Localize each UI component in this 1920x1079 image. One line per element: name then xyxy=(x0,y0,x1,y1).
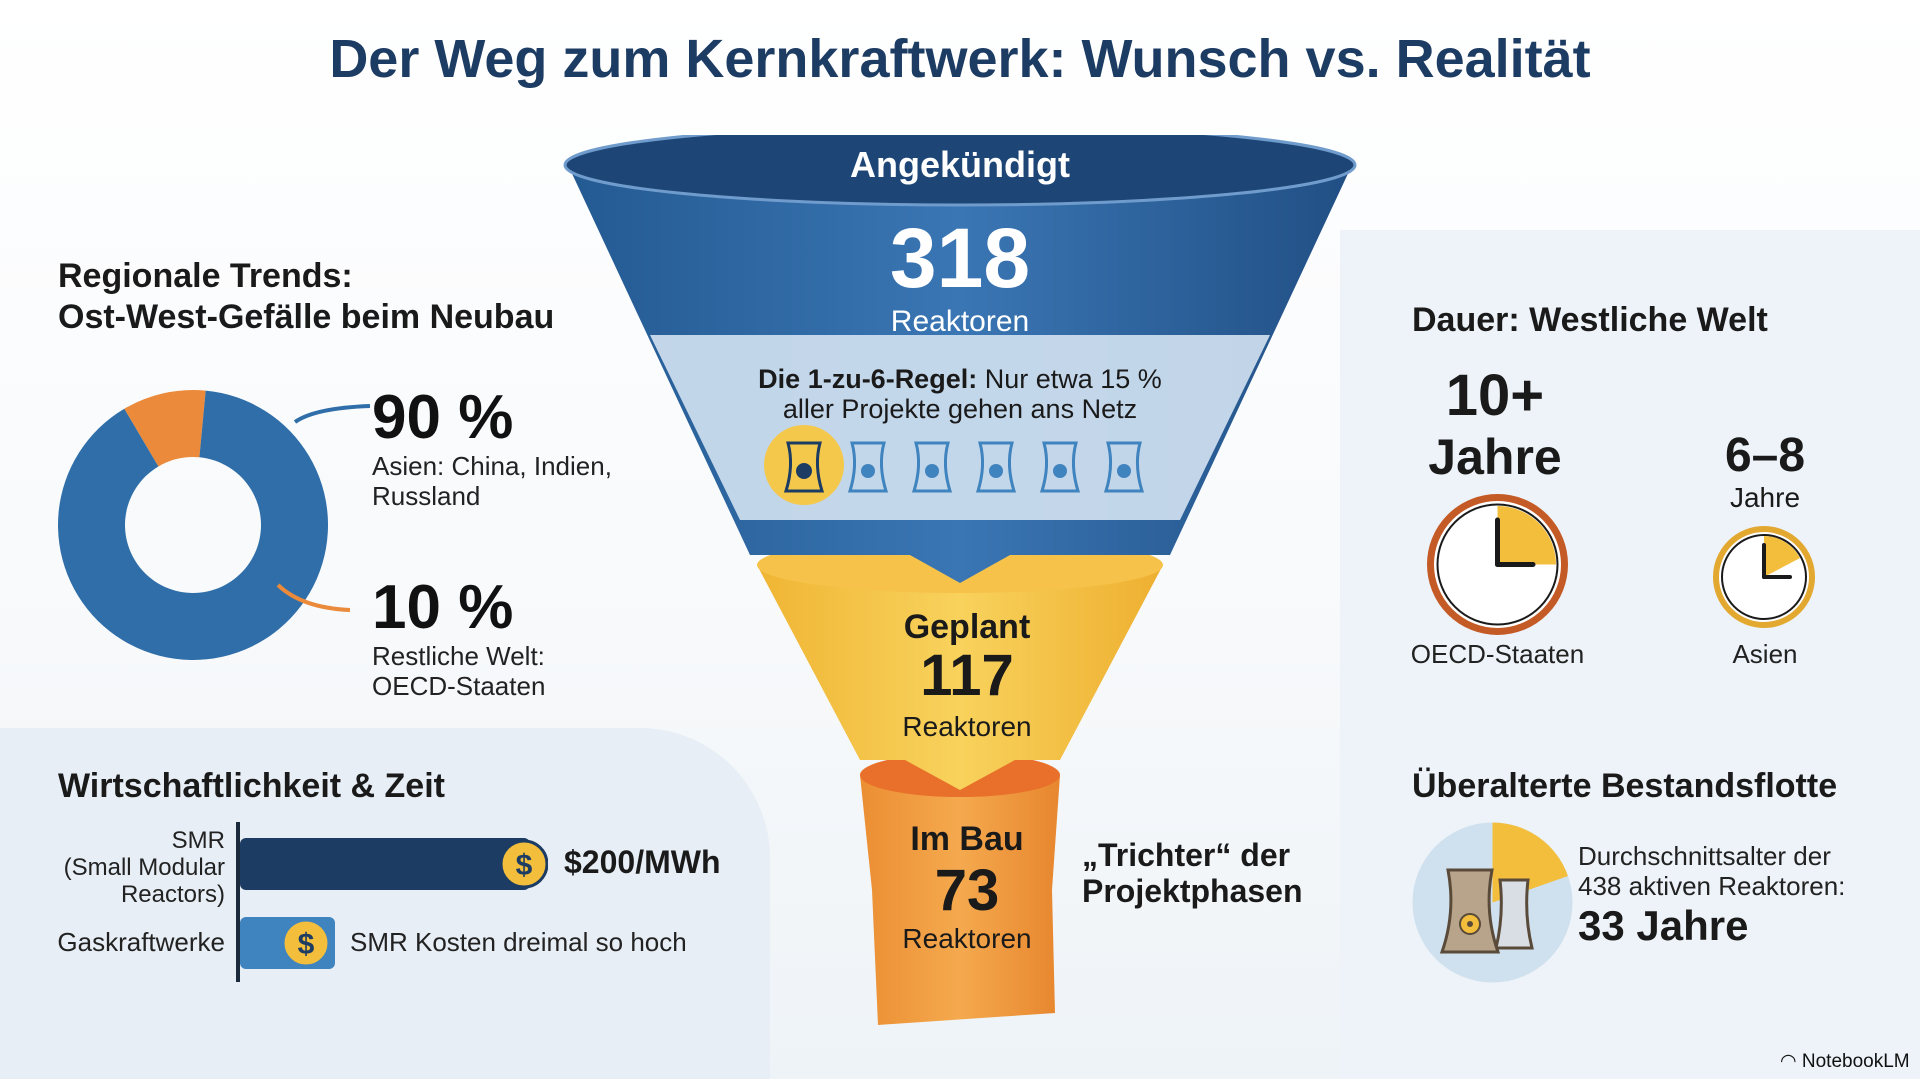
oecd-duration-unit: Jahre xyxy=(1428,429,1562,485)
asia-percentage: 90 % xyxy=(372,383,514,452)
funnel-caption-line2: Projektphasen xyxy=(1082,872,1303,909)
asia-duration-label: Asien xyxy=(1732,639,1798,669)
reactor-icons-row xyxy=(764,425,1145,505)
project-funnel: Angekündigt 318 Reaktoren Die 1-zu-6-Reg… xyxy=(563,135,1357,1025)
smr-label: SMR (Small Modular Reactors) xyxy=(20,827,225,909)
rest-label: Restliche Welt: OECD-Staaten xyxy=(372,641,546,702)
gas-note: SMR Kosten dreimal so hoch xyxy=(350,927,687,957)
duration-heading: Dauer: Westliche Welt xyxy=(1412,301,1768,339)
construction-label: Im Bau xyxy=(910,820,1023,858)
construction-value: 73 xyxy=(935,858,1000,923)
smr-label-line1: SMR xyxy=(171,827,225,854)
planned-unit: Reaktoren xyxy=(902,711,1031,742)
aging-reactor-icon xyxy=(1412,822,1573,983)
oecd-clock-icon xyxy=(1427,494,1568,635)
regional-donut-chart xyxy=(57,390,370,661)
oecd-duration-label: OECD-Staaten xyxy=(1410,639,1585,669)
funnel-rule-band xyxy=(650,335,1270,520)
announced-label: Angekündigt xyxy=(850,144,1070,185)
regional-heading: Regionale Trends: Ost-West-Gefälle beim … xyxy=(58,256,554,338)
gas-dollar-icon: $ xyxy=(281,918,331,968)
asia-duration-unit: Jahre xyxy=(1729,482,1801,513)
economics-heading: Wirtschaftlichkeit & Zeit xyxy=(58,767,445,805)
planned-label: Geplant xyxy=(904,608,1031,646)
asia-label-line1: Asien: China, Indien, xyxy=(372,451,612,481)
svg-text:$: $ xyxy=(516,849,533,882)
fleet-description: Durchschnittsalter der 438 aktiven Reakt… xyxy=(1578,841,1846,902)
reactor-icon xyxy=(783,441,825,493)
asia-label-line2: Russland xyxy=(372,480,481,511)
announced-unit: Reaktoren xyxy=(891,305,1029,338)
rule-bold: Die 1-zu-6-Regel: xyxy=(758,364,977,394)
brand-logo-icon: ◠ xyxy=(1780,1051,1797,1072)
page-title: Der Weg zum Kernkraftwerk: Wunsch vs. Re… xyxy=(329,29,1591,89)
regional-heading-line1: Regionale Trends: xyxy=(58,257,353,295)
rest-label-line2: OECD-Staaten xyxy=(372,670,546,701)
smr-cost-value: $200/MWh xyxy=(564,844,721,880)
donut-segment-asia xyxy=(57,390,328,661)
economics-bar-chart: $ $ xyxy=(236,822,548,982)
reactor-icon xyxy=(1103,441,1145,493)
gas-label: Gaskraftwerke xyxy=(57,927,225,957)
asia-connector-line xyxy=(293,404,370,424)
rest-connector-line xyxy=(276,583,351,612)
rule-line2: aller Projekte gehen ans Netz xyxy=(783,394,1137,424)
smr-label-line3: Reactors) xyxy=(120,880,225,908)
fleet-heading: Überalterte Bestandsflotte xyxy=(1412,767,1838,805)
asia-label: Asien: China, Indien, Russland xyxy=(372,451,612,512)
asia-duration-value: 6–8 xyxy=(1724,429,1806,482)
brand-logo: ◠ NotebookLM xyxy=(1780,1050,1910,1073)
announced-value: 318 xyxy=(890,211,1030,305)
reactor-icon xyxy=(847,441,889,493)
reactor-icon xyxy=(975,441,1017,493)
funnel-caption: „Trichter“ der Projektphasen xyxy=(1082,837,1303,910)
rule-rest: Nur etwa 15 % xyxy=(977,364,1162,394)
smr-label-line2: (Small Modular xyxy=(63,853,225,881)
reactor-icon xyxy=(1039,441,1081,493)
bottom-left-panel-background xyxy=(0,728,770,1079)
svg-text:$: $ xyxy=(298,928,315,961)
smr-cost-bar xyxy=(240,838,530,890)
funnel-announced-section xyxy=(563,135,1357,583)
funnel-caption-line1: „Trichter“ der xyxy=(1082,837,1291,873)
funnel-construction-section xyxy=(860,753,1060,1025)
planned-value: 117 xyxy=(920,643,1014,708)
oecd-duration-value: 10+ xyxy=(1445,363,1545,428)
fleet-description-line2: 438 aktiven Reaktoren: xyxy=(1578,870,1846,901)
brand-logo-text: NotebookLM xyxy=(1801,1051,1910,1072)
fleet-description-line1: Durchschnittsalter der xyxy=(1578,841,1831,871)
reactor-icon xyxy=(911,441,953,493)
rule-line1: Die 1-zu-6-Regel: Nur etwa 15 % xyxy=(758,364,1162,394)
smr-dollar-icon: $ xyxy=(499,839,548,889)
asia-clock-icon xyxy=(1713,526,1815,628)
regional-heading-line2: Ost-West-Gefälle beim Neubau xyxy=(58,297,555,336)
rest-percentage: 10 % xyxy=(372,573,514,642)
construction-unit: Reaktoren xyxy=(902,923,1031,954)
rest-label-line1: Restliche Welt: xyxy=(372,641,545,671)
donut-segment-rest xyxy=(124,390,206,467)
fleet-average-age: 33 Jahre xyxy=(1578,902,1749,949)
